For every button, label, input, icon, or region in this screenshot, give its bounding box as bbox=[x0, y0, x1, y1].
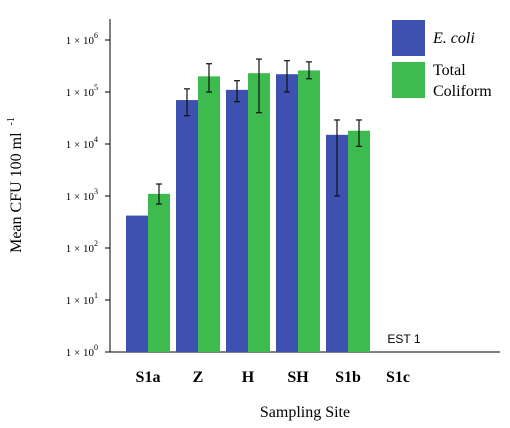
y-axis-title: Mean CFU 100 ml -1 bbox=[6, 117, 25, 253]
legend-label-total-coliform-line2: Coliform bbox=[433, 83, 492, 100]
y-tick-label-exp-5: 5 bbox=[94, 83, 98, 92]
error-bars bbox=[156, 58, 362, 205]
error-bar-total-coliform-sh bbox=[306, 61, 312, 80]
bar-total-coliform-h bbox=[248, 73, 270, 352]
legend-label-total-coliform: Total Coliform bbox=[433, 62, 492, 100]
legend: E. coli Total Coliform bbox=[392, 20, 492, 100]
y-tick-label-base-5: 1 × 10 bbox=[66, 87, 95, 99]
error-bar-e-coli-h bbox=[234, 80, 240, 103]
y-tick-label-4: 1 × 104 bbox=[66, 135, 98, 151]
svg-text:Mean CFU 100 ml -1: Mean CFU 100 ml -1 bbox=[6, 117, 25, 253]
x-tick-label-sh: SH bbox=[287, 369, 309, 386]
y-axis-title-main: Mean CFU 100 ml bbox=[8, 132, 25, 253]
y-tick-label-exp-3: 3 bbox=[94, 187, 98, 196]
bar-e-coli-sh bbox=[276, 74, 298, 352]
bar-e-coli-h bbox=[226, 89, 248, 352]
error-bar-e-coli-s1b bbox=[334, 119, 340, 197]
bars bbox=[126, 70, 370, 353]
annotations: EST 1 bbox=[387, 332, 420, 346]
y-axis-title-superscript: -1 bbox=[6, 117, 17, 125]
x-tick-label-s1b: S1b bbox=[335, 369, 361, 386]
legend-label-total-coliform-line1: Total bbox=[433, 62, 466, 79]
y-tick-label-exp-2: 2 bbox=[94, 239, 98, 248]
error-bar-e-coli-z bbox=[184, 88, 190, 117]
y-tick-label-base-3: 1 × 10 bbox=[66, 191, 95, 203]
y-tick-label-exp-1: 1 bbox=[94, 291, 98, 300]
y-tick-label-2: 1 × 102 bbox=[66, 239, 98, 255]
error-bar-e-coli-sh bbox=[284, 60, 290, 93]
y-tick-label-base-0: 1 × 10 bbox=[66, 347, 95, 359]
x-axis-title: Sampling Site bbox=[260, 404, 350, 421]
bar-total-coliform-s1a bbox=[148, 193, 170, 352]
bar-total-coliform-z bbox=[198, 76, 220, 353]
bar-total-coliform-s1b bbox=[348, 130, 370, 352]
annotation-est-1: EST 1 bbox=[387, 332, 420, 346]
y-tick-label-base-6: 1 × 10 bbox=[66, 35, 95, 47]
y-tick-label-1: 1 × 101 bbox=[66, 291, 98, 307]
bar-total-coliform-sh bbox=[298, 70, 320, 352]
y-tick-label-base-4: 1 × 10 bbox=[66, 139, 95, 151]
error-bar-total-coliform-z bbox=[206, 63, 212, 93]
x-tick-label-s1c: S1c bbox=[386, 369, 410, 386]
y-tick-label-base-2: 1 × 10 bbox=[66, 243, 95, 255]
y-tick-label-exp-6: 6 bbox=[94, 31, 98, 40]
x-tick-label-h: H bbox=[242, 369, 255, 386]
bar-e-coli-s1b bbox=[326, 134, 348, 352]
bar-e-coli-s1a bbox=[126, 215, 148, 352]
error-bar-total-coliform-s1a bbox=[156, 183, 162, 205]
legend-swatch-e-coli bbox=[392, 20, 425, 56]
error-bar-total-coliform-s1b bbox=[356, 119, 362, 147]
y-tick-label-exp-4: 4 bbox=[94, 135, 98, 144]
y-tick-label-5: 1 × 105 bbox=[66, 83, 98, 99]
x-tick-labels: S1a Z H SH S1b S1c bbox=[136, 369, 410, 386]
legend-label-e-coli: E. coli bbox=[432, 30, 475, 47]
x-tick-label-s1a: S1a bbox=[136, 369, 161, 386]
bar-e-coli-z bbox=[176, 100, 198, 352]
y-tick-label-exp-0: 0 bbox=[94, 343, 98, 352]
y-tick-label-6: 1 × 106 bbox=[66, 31, 98, 47]
x-tick-label-z: Z bbox=[193, 369, 204, 386]
y-tick-label-3: 1 × 103 bbox=[66, 187, 98, 203]
y-tick-label-base-1: 1 × 10 bbox=[66, 295, 95, 307]
error-bar-total-coliform-h bbox=[256, 58, 262, 114]
y-tick-label-0: 1 × 100 bbox=[66, 343, 98, 359]
legend-swatch-total-coliform bbox=[392, 62, 425, 98]
